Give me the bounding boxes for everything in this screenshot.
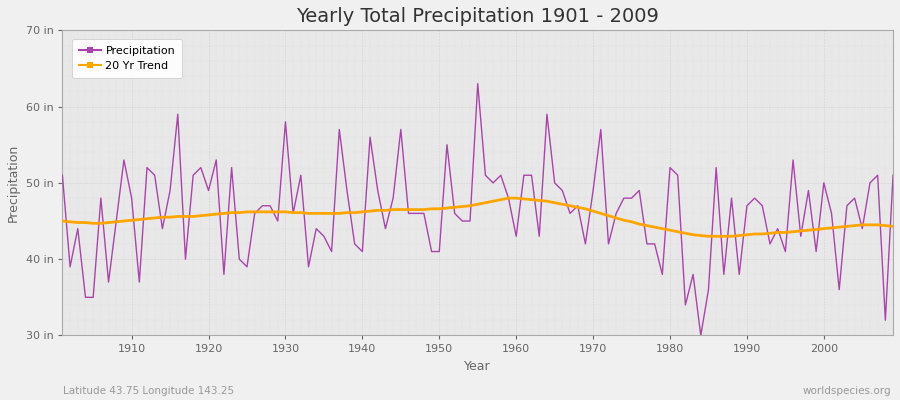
Title: Yearly Total Precipitation 1901 - 2009: Yearly Total Precipitation 1901 - 2009 [296,7,659,26]
Text: Latitude 43.75 Longitude 143.25: Latitude 43.75 Longitude 143.25 [63,386,234,396]
X-axis label: Year: Year [464,360,491,373]
Legend: Precipitation, 20 Yr Trend: Precipitation, 20 Yr Trend [72,39,182,78]
Y-axis label: Precipitation: Precipitation [7,144,20,222]
Text: worldspecies.org: worldspecies.org [803,386,891,396]
